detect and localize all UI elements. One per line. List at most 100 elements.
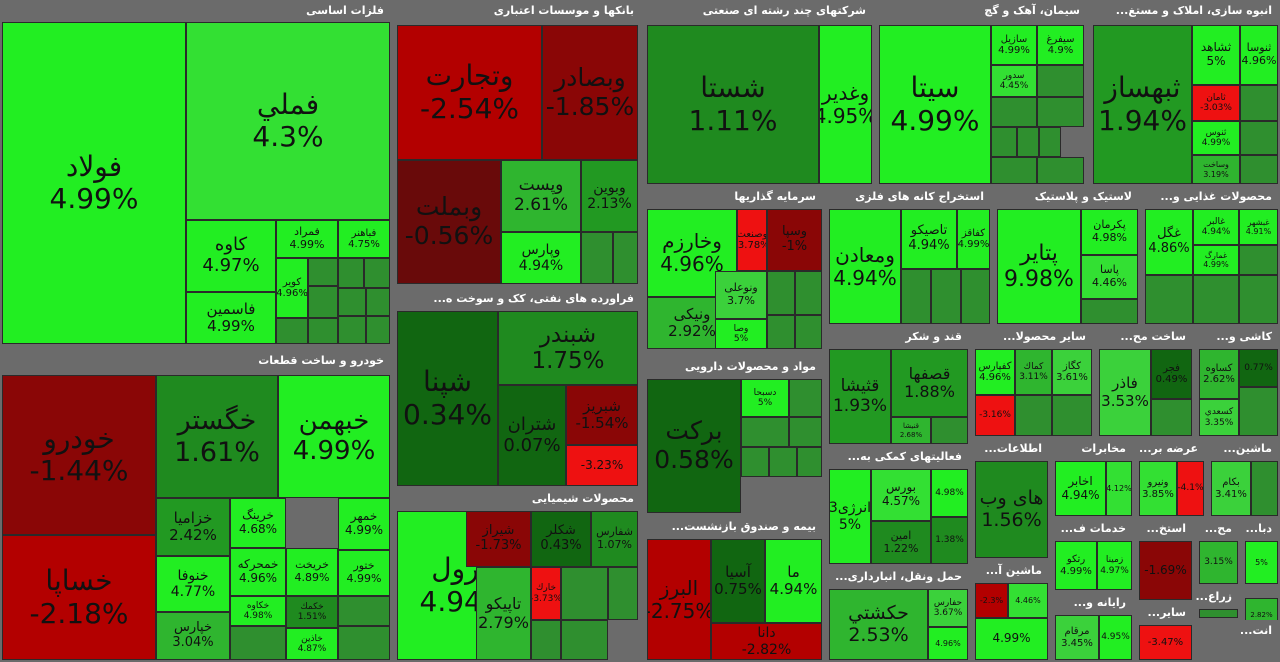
stock-tile[interactable]: خگستر 1.61% bbox=[156, 375, 278, 498]
stock-tile[interactable]: البرز -2.75% bbox=[647, 539, 711, 660]
stock-tile[interactable]: وپارس 4.94% bbox=[501, 232, 581, 284]
stock-tile[interactable]: 4.96% bbox=[928, 627, 968, 660]
stock-tile[interactable]: 4.46% bbox=[1008, 583, 1048, 618]
stock-tile[interactable] bbox=[338, 316, 366, 344]
stock-tile[interactable]: غگل 4.86% bbox=[1145, 209, 1193, 275]
stock-tile[interactable]: شپنا 0.34% bbox=[397, 311, 498, 486]
stock-tile[interactable] bbox=[1251, 461, 1278, 516]
stock-tile[interactable]: وصا 5% bbox=[715, 319, 767, 349]
stock-tile[interactable]: فجر 0.49% bbox=[1151, 349, 1192, 399]
stock-tile[interactable]: -4.1% bbox=[1177, 461, 1204, 516]
stock-tile[interactable]: ثنوس 4.99% bbox=[1192, 121, 1240, 155]
stock-tile[interactable]: وبصادر -1.85% bbox=[542, 25, 638, 160]
stock-tile[interactable]: شفارس 1.07% bbox=[591, 511, 638, 567]
stock-tile[interactable] bbox=[1081, 299, 1138, 324]
stock-tile[interactable] bbox=[1017, 127, 1039, 157]
stock-tile[interactable] bbox=[1037, 157, 1084, 184]
stock-tile[interactable]: ثامان -3.03% bbox=[1192, 85, 1240, 121]
stock-tile[interactable] bbox=[1239, 387, 1278, 436]
stock-tile[interactable]: قنيشا 2.68% bbox=[891, 417, 931, 444]
stock-tile[interactable]: غمارگ 4.99% bbox=[1193, 245, 1239, 275]
stock-tile[interactable]: خمحركه 4.96% bbox=[230, 548, 286, 596]
stock-tile[interactable]: فولاد 4.99% bbox=[2, 22, 186, 344]
stock-tile[interactable]: آسيا 0.75% bbox=[711, 539, 765, 623]
stock-tile[interactable]: سدور 4.45% bbox=[991, 65, 1037, 97]
stock-tile[interactable]: سیتا 4.99% bbox=[879, 25, 991, 184]
stock-tile[interactable]: غالبر 4.94% bbox=[1193, 209, 1239, 245]
stock-tile[interactable] bbox=[1239, 245, 1278, 275]
stock-tile[interactable]: خودرو -1.44% bbox=[2, 375, 156, 535]
stock-tile[interactable]: خكمك 1.51% bbox=[286, 596, 338, 628]
stock-tile[interactable]: 4.95% bbox=[1099, 615, 1132, 660]
stock-tile[interactable]: خساپا -2.18% bbox=[2, 535, 156, 660]
stock-tile[interactable]: ثشاهد 5% bbox=[1192, 25, 1240, 85]
stock-tile[interactable]: خريخت 4.89% bbox=[286, 548, 338, 596]
stock-tile[interactable]: وساخت 3.19% bbox=[1192, 155, 1240, 184]
stock-tile[interactable]: خرينگ 4.68% bbox=[230, 498, 286, 548]
stock-tile[interactable] bbox=[991, 127, 1017, 157]
stock-tile[interactable] bbox=[1145, 275, 1193, 324]
stock-tile[interactable] bbox=[366, 288, 390, 316]
stock-tile[interactable]: كفاقز 4.99% bbox=[957, 209, 990, 269]
stock-tile[interactable]: -3.47% bbox=[1139, 625, 1192, 660]
stock-tile[interactable] bbox=[308, 318, 338, 344]
stock-tile[interactable]: 4.12% bbox=[1106, 461, 1132, 516]
stock-tile[interactable] bbox=[230, 626, 286, 660]
stock-tile[interactable]: شيراز -1.73% bbox=[466, 511, 531, 567]
stock-tile[interactable] bbox=[338, 626, 390, 660]
stock-tile[interactable]: خپارس 3.04% bbox=[156, 612, 230, 660]
stock-tile[interactable]: حكشتي 2.53% bbox=[829, 589, 928, 660]
stock-tile[interactable]: پكرمان 4.98% bbox=[1081, 209, 1138, 255]
stock-tile[interactable]: شستا 1.11% bbox=[647, 25, 819, 184]
stock-tile[interactable]: فمراد 4.99% bbox=[276, 220, 338, 258]
stock-tile[interactable]: انرژی3 5% bbox=[829, 469, 871, 564]
stock-tile[interactable]: دانا -2.82% bbox=[711, 623, 822, 660]
stock-tile[interactable] bbox=[931, 269, 961, 324]
stock-tile[interactable]: پتاير 9.98% bbox=[997, 209, 1081, 324]
stock-tile[interactable] bbox=[931, 417, 968, 444]
stock-tile[interactable]: 4.98% bbox=[931, 469, 968, 517]
stock-tile[interactable] bbox=[1037, 97, 1084, 127]
stock-tile[interactable]: ثنوسا 4.96% bbox=[1240, 25, 1278, 85]
stock-tile[interactable]: وسپا -1% bbox=[767, 209, 822, 271]
stock-tile[interactable]: تاصيكو 4.94% bbox=[901, 209, 957, 269]
stock-tile[interactable]: 4.99% bbox=[975, 618, 1048, 660]
stock-tile[interactable] bbox=[338, 288, 366, 316]
stock-tile[interactable] bbox=[795, 315, 822, 349]
stock-tile[interactable]: های وب 1.56% bbox=[975, 461, 1048, 558]
stock-tile[interactable]: 1.38% bbox=[931, 517, 968, 564]
stock-tile[interactable]: وبوین 2.13% bbox=[581, 160, 638, 232]
stock-tile[interactable] bbox=[1052, 395, 1092, 436]
stock-tile[interactable]: خزامیا 2.42% bbox=[156, 498, 230, 556]
stock-tile[interactable]: وپست 2.61% bbox=[501, 160, 581, 232]
stock-tile[interactable]: كوير 4.96% bbox=[276, 258, 308, 318]
stock-tile[interactable]: كماك 3.11% bbox=[1015, 349, 1052, 395]
stock-tile[interactable]: -1.69% bbox=[1139, 541, 1192, 600]
stock-tile[interactable]: سیفرغ 4.9% bbox=[1037, 25, 1084, 65]
stock-tile[interactable]: كسعدي 3.35% bbox=[1199, 399, 1239, 436]
stock-tile[interactable] bbox=[308, 258, 338, 286]
stock-tile[interactable]: اخابر 4.94% bbox=[1055, 461, 1106, 516]
stock-tile[interactable] bbox=[741, 417, 789, 447]
stock-tile[interactable]: پاسا 4.46% bbox=[1081, 255, 1138, 299]
stock-tile[interactable]: خارك -3.73% bbox=[531, 567, 561, 620]
stock-tile[interactable]: شبندر 1.75% bbox=[498, 311, 638, 385]
stock-tile[interactable] bbox=[991, 97, 1037, 127]
stock-tile[interactable]: سازیل 4.99% bbox=[991, 25, 1037, 65]
stock-tile[interactable]: ونيرو 3.85% bbox=[1139, 461, 1177, 516]
stock-tile[interactable]: مرقام 3.45% bbox=[1055, 615, 1099, 660]
stock-tile[interactable] bbox=[1239, 275, 1278, 324]
stock-tile[interactable] bbox=[561, 567, 608, 620]
stock-tile[interactable] bbox=[797, 447, 822, 477]
stock-tile[interactable] bbox=[531, 620, 561, 660]
stock-tile[interactable] bbox=[795, 271, 822, 315]
stock-tile[interactable]: كاوه 4.97% bbox=[186, 220, 276, 292]
stock-tile[interactable] bbox=[769, 447, 797, 477]
stock-tile[interactable] bbox=[1240, 85, 1278, 121]
stock-tile[interactable]: وغدیر4.95% bbox=[819, 25, 872, 184]
stock-tile[interactable] bbox=[308, 286, 338, 318]
stock-tile[interactable] bbox=[338, 258, 364, 288]
stock-tile[interactable] bbox=[276, 318, 308, 344]
stock-tile[interactable]: خبهمن 4.99% bbox=[278, 375, 390, 498]
stock-tile[interactable]: -2.3% bbox=[975, 583, 1008, 618]
